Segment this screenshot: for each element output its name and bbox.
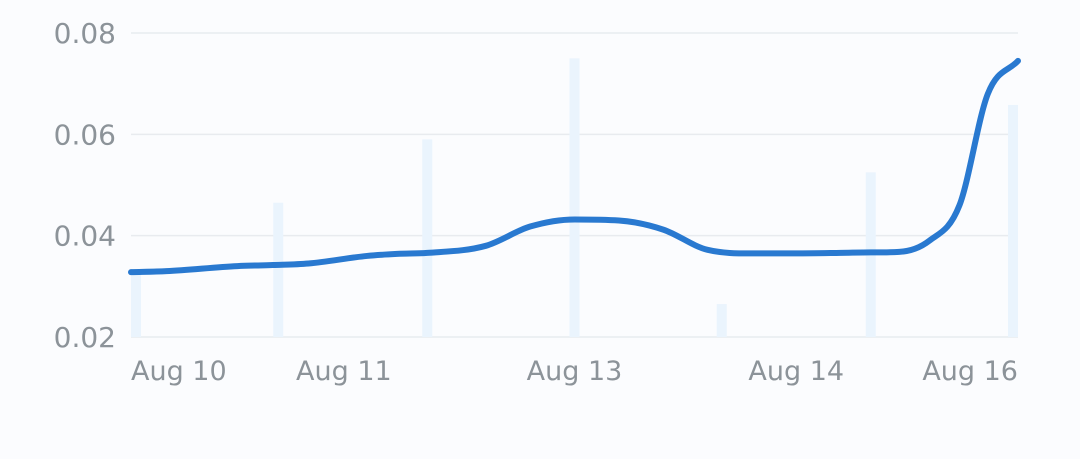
y-tick-label: 0.06: [54, 118, 116, 151]
bar: [569, 58, 580, 337]
bar: [422, 139, 433, 337]
bar-layer: [131, 58, 1018, 338]
x-tick-label: Aug 10: [131, 356, 227, 387]
bar: [1008, 104, 1018, 338]
x-tick-label: Aug 14: [748, 356, 844, 387]
bar: [716, 304, 727, 337]
x-tick-label: Aug 16: [922, 356, 1018, 387]
x-tick-label: Aug 13: [527, 356, 623, 387]
series-line: [128, 57, 1021, 276]
y-tick-label: 0.04: [54, 220, 116, 253]
y-tick-label: 0.08: [54, 17, 116, 50]
bar: [273, 202, 284, 337]
line-layer: [128, 57, 1021, 276]
bar: [131, 271, 141, 337]
x-axis: Aug 10 Aug 11 Aug 13 Aug 14 Aug 16: [131, 356, 1018, 387]
x-tick-label: Aug 11: [296, 356, 392, 387]
y-axis: 0.08 0.06 0.04 0.02: [54, 17, 116, 354]
y-tick-label: 0.02: [54, 321, 116, 354]
